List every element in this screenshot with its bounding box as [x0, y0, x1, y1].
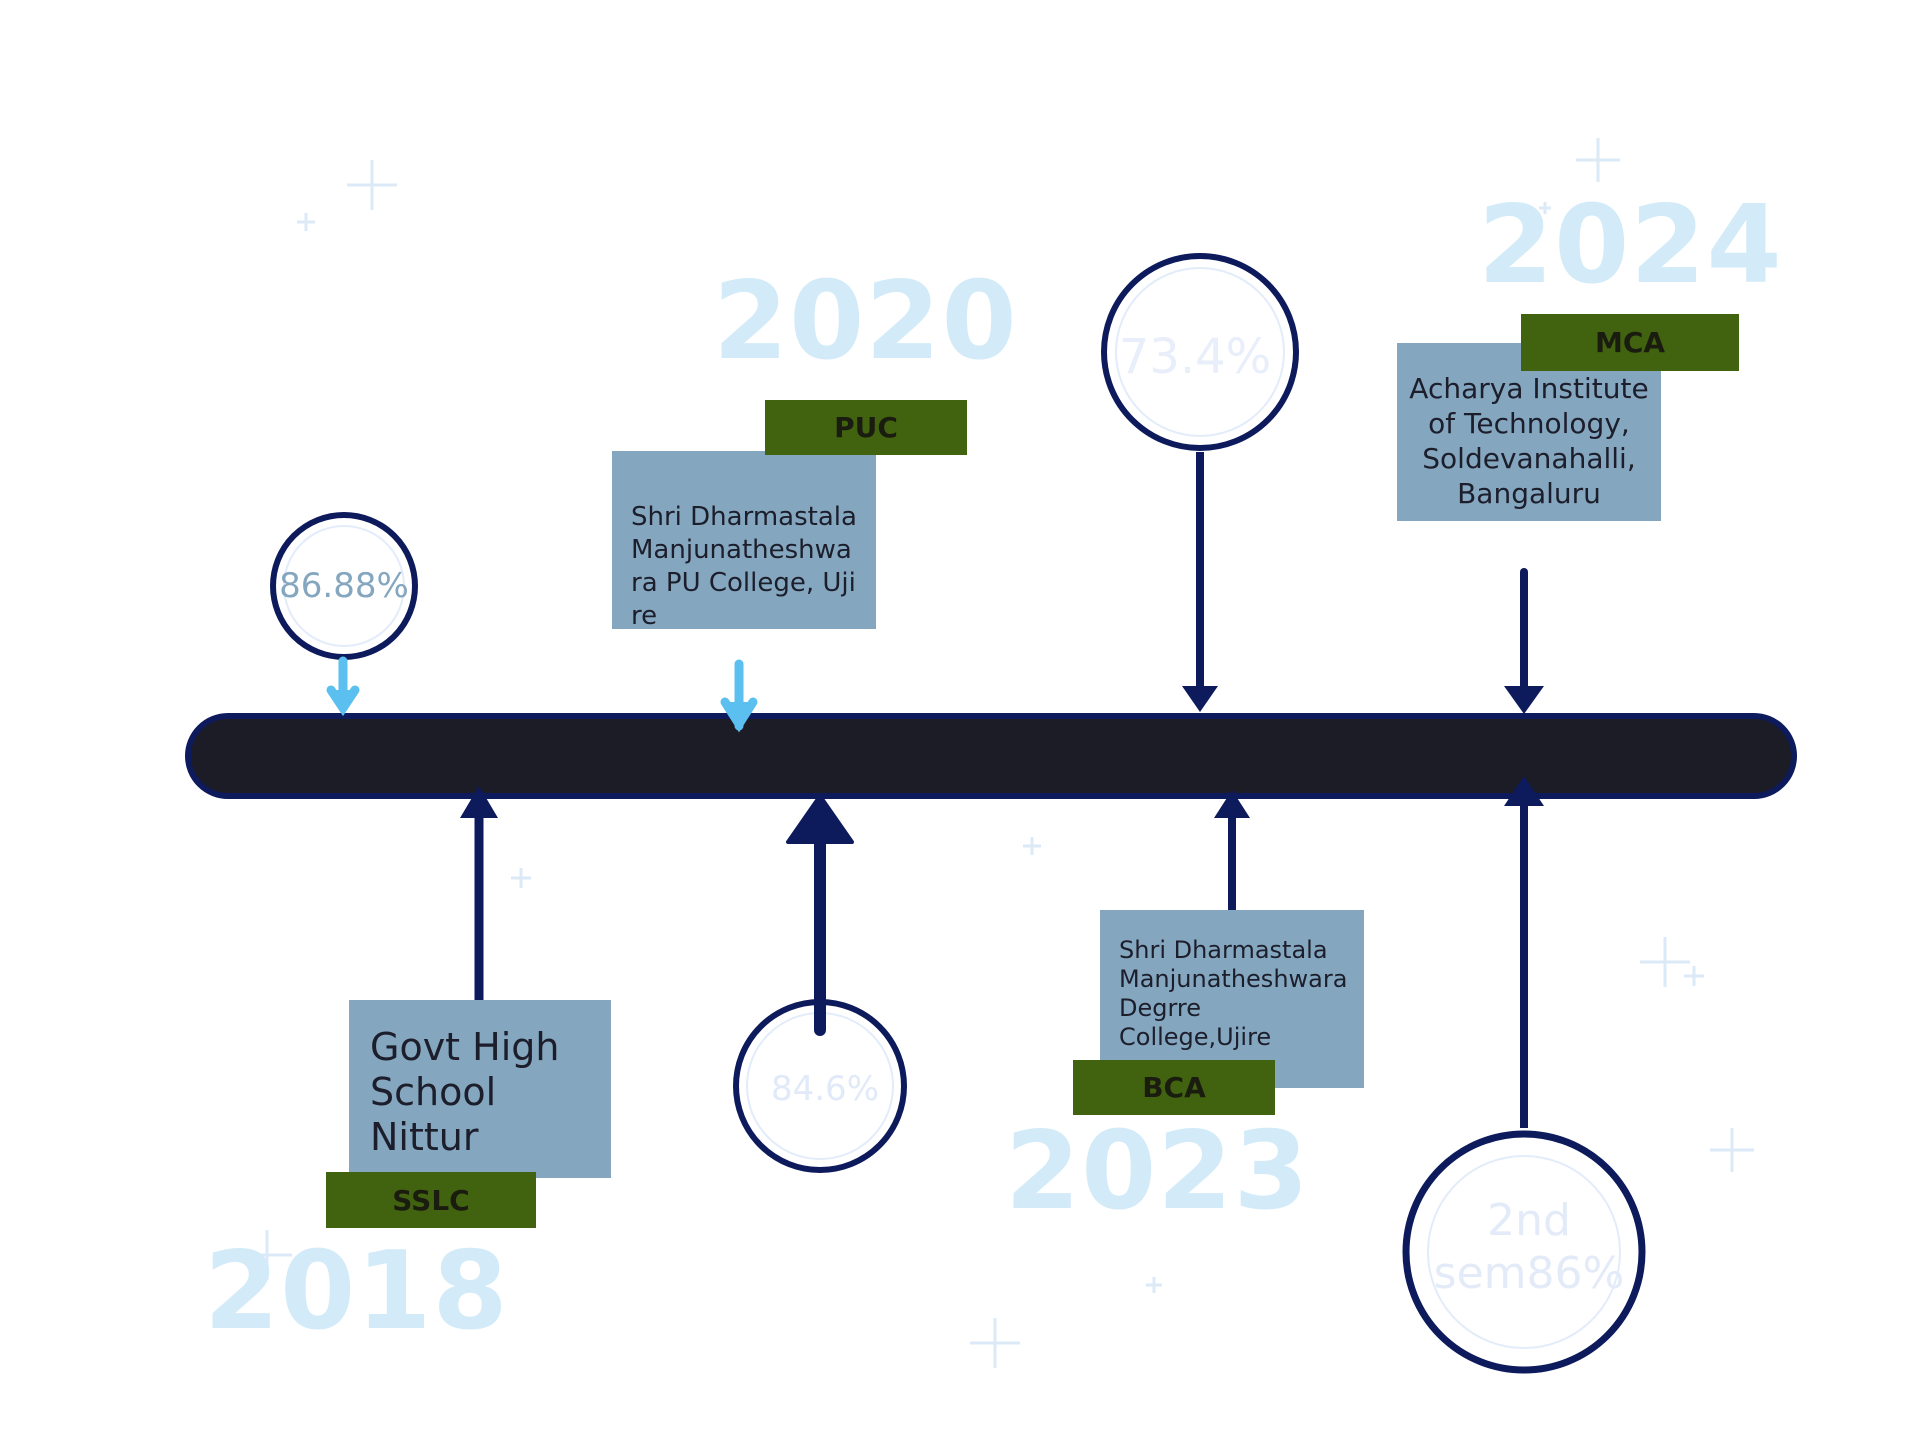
tag-sslc: SSLC	[326, 1172, 536, 1228]
score-circle-2023	[1101, 253, 1299, 451]
score-text-2023: 73.4%	[1118, 329, 1272, 386]
tag-mca: MCA	[1521, 314, 1739, 371]
arrow-up-2018	[460, 786, 498, 1000]
institution-text-2020: Shri Dharmastala Manjunatheshwa ra PU Co…	[631, 502, 857, 631]
year-2023: 2023	[1005, 1109, 1310, 1234]
score-circle-2018-inner	[283, 525, 405, 647]
arrow-up-2020	[786, 794, 854, 1036]
timeline-bar	[185, 713, 1797, 799]
arrow-up-2023	[1214, 790, 1250, 910]
sparkle-decorations	[242, 138, 1754, 1368]
score-circle-2024-inner	[1427, 1155, 1621, 1349]
institution-text-2024: Acharya Institute of Technology, Soldeva…	[1409, 372, 1649, 510]
arrow-down-2018	[326, 656, 360, 717]
year-2024: 2024	[1478, 183, 1783, 308]
arrow-down-2020	[720, 659, 758, 733]
score-text-2018: 86.88%	[279, 565, 409, 606]
arrow-down-2024	[1504, 568, 1544, 714]
tag-bca: BCA	[1073, 1060, 1275, 1115]
institution-box-2024: Acharya Institute of Technology, Soldeva…	[1397, 343, 1661, 521]
arrow-down-2023	[1182, 452, 1218, 712]
tag-puc: PUC	[765, 400, 967, 455]
score-text-2024: 2nd sem86%	[1433, 1195, 1625, 1299]
score-text-2020: 84.6%	[770, 1068, 879, 1109]
institution-text-2018: Govt High School Nittur	[370, 1025, 560, 1159]
score-circle-2023-inner	[1115, 267, 1285, 437]
year-2018: 2018	[204, 1229, 509, 1354]
institution-box-2020: Shri Dharmastala Manjunatheshwa ra PU Co…	[612, 451, 876, 631]
institution-box-2023: Shri Dharmastala Manjunatheshwara Degrre…	[1100, 910, 1364, 1088]
arrow-up-2024	[1504, 776, 1544, 1128]
institution-box-2018: Govt High School Nittur	[349, 1000, 611, 1178]
institution-text-2023: Shri Dharmastala Manjunatheshwara Degrre…	[1119, 936, 1348, 1051]
year-2020: 2020	[713, 259, 1018, 384]
score-circle-2024	[1402, 1130, 1646, 1374]
